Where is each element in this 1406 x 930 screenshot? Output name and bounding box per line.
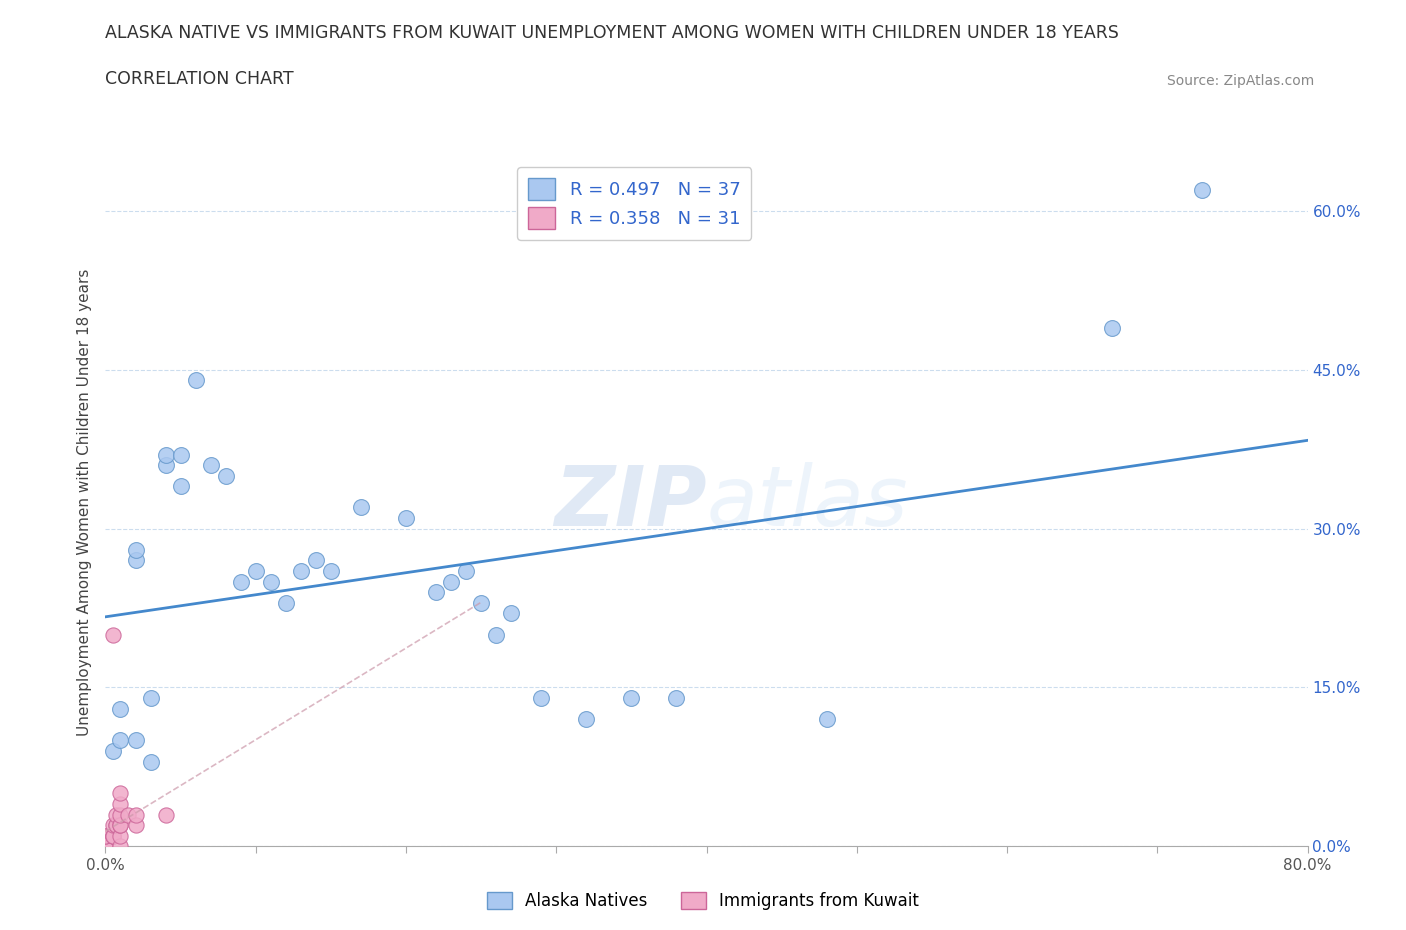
Text: ALASKA NATIVE VS IMMIGRANTS FROM KUWAIT UNEMPLOYMENT AMONG WOMEN WITH CHILDREN U: ALASKA NATIVE VS IMMIGRANTS FROM KUWAIT … [105, 24, 1119, 42]
Point [124, 542, 146, 557]
Point [94, 839, 117, 854]
Point [425, 585, 447, 600]
Point [94, 839, 117, 854]
Point [117, 807, 139, 822]
Point [1191, 182, 1213, 197]
Point [485, 627, 508, 642]
Point [94, 839, 117, 854]
Text: CORRELATION CHART: CORRELATION CHART [105, 71, 294, 88]
Point [155, 458, 177, 472]
Point [200, 458, 222, 472]
Point [575, 711, 598, 726]
Text: ZIP: ZIP [554, 461, 707, 543]
Point [94, 839, 117, 854]
Point [94, 839, 117, 854]
Point [470, 595, 492, 610]
Point [395, 511, 418, 525]
Point [245, 564, 267, 578]
Text: Source: ZipAtlas.com: Source: ZipAtlas.com [1167, 74, 1315, 88]
Point [101, 829, 124, 844]
Point [94, 839, 117, 854]
Point [101, 829, 124, 844]
Legend: Alaska Natives, Immigrants from Kuwait: Alaska Natives, Immigrants from Kuwait [481, 885, 925, 917]
Point [104, 817, 127, 832]
Point [110, 839, 132, 854]
Point [110, 733, 132, 748]
Point [124, 807, 146, 822]
Point [124, 553, 146, 568]
Point [104, 807, 127, 822]
Point [501, 606, 523, 621]
Point [530, 691, 553, 706]
Point [169, 447, 191, 462]
Y-axis label: Unemployment Among Women with Children Under 18 years: Unemployment Among Women with Children U… [77, 269, 93, 736]
Point [101, 744, 124, 759]
Point [101, 627, 124, 642]
Point [139, 754, 162, 769]
Point [110, 786, 132, 801]
Point [110, 807, 132, 822]
Point [94, 829, 117, 844]
Point [155, 447, 177, 462]
Point [155, 807, 177, 822]
Point [94, 839, 117, 854]
Point [110, 817, 132, 832]
Point [260, 574, 283, 589]
Point [94, 829, 117, 844]
Point [94, 839, 117, 854]
Point [305, 553, 328, 568]
Point [101, 817, 124, 832]
Point [110, 829, 132, 844]
Point [214, 469, 236, 484]
Point [229, 574, 252, 589]
Point [110, 796, 132, 811]
Point [124, 817, 146, 832]
Point [620, 691, 643, 706]
Point [815, 711, 838, 726]
Point [274, 595, 297, 610]
Point [290, 564, 312, 578]
Point [665, 691, 688, 706]
Text: atlas: atlas [707, 461, 908, 543]
Point [104, 817, 127, 832]
Point [440, 574, 463, 589]
Point [184, 373, 207, 388]
Point [110, 701, 132, 716]
Point [110, 817, 132, 832]
Point [139, 691, 162, 706]
Point [454, 564, 477, 578]
Point [101, 829, 124, 844]
Point [350, 500, 373, 515]
Point [124, 733, 146, 748]
Point [169, 479, 191, 494]
Point [94, 839, 117, 854]
Point [1101, 320, 1123, 335]
Point [94, 839, 117, 854]
Legend: R = 0.497   N = 37, R = 0.358   N = 31: R = 0.497 N = 37, R = 0.358 N = 31 [517, 167, 751, 240]
Point [319, 564, 342, 578]
